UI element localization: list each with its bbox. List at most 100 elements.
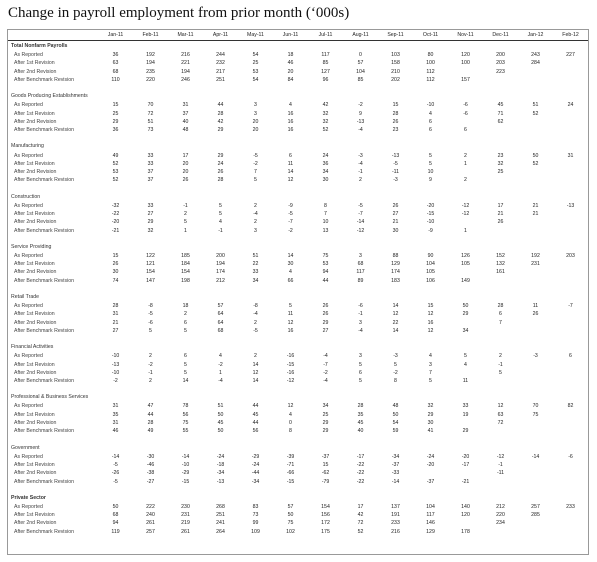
value-cell: 28 xyxy=(392,110,399,117)
value-cell: 243 xyxy=(531,52,540,59)
value-cell: 7 xyxy=(499,319,502,326)
value-cell: -14 xyxy=(111,453,120,460)
data-row: After Benchmark Revision 74 147 198 212 34 66 4… xyxy=(8,277,588,285)
value-cell: 9 xyxy=(429,177,432,184)
value-cell: 2 xyxy=(464,152,467,159)
value-cell: 154 xyxy=(321,503,330,510)
value-cell xyxy=(553,327,588,335)
spacer-row xyxy=(8,385,588,392)
column-header: Feb-12 xyxy=(553,30,588,41)
value-cell: 232 xyxy=(216,60,225,67)
value-cell: 70 xyxy=(532,403,539,410)
value-cell: 64 xyxy=(217,311,224,318)
value-cell: 284 xyxy=(531,60,540,67)
spacer-row xyxy=(8,134,588,141)
value-cell: 89 xyxy=(357,277,364,284)
value-cell: 14 xyxy=(252,378,259,385)
value-cell: -6 xyxy=(568,453,573,460)
value-cell: 132 xyxy=(496,261,505,268)
value-cell: 99 xyxy=(252,520,259,527)
spacer-row xyxy=(8,486,588,493)
value-cell: 203 xyxy=(496,60,505,67)
column-header: Jun-11 xyxy=(273,30,308,41)
data-row: As Reported 36 192 216 244 54 18 117 0 103 80 120 20… xyxy=(8,51,588,59)
value-cell xyxy=(413,469,448,477)
data-row: As Reported 15 70 31 44 3 4 42 -2 15 -10 -6 45 51 24 xyxy=(8,101,588,109)
value-cell: 251 xyxy=(216,77,225,84)
value-cell: -21 xyxy=(111,227,120,234)
value-cell: -2 xyxy=(113,378,118,385)
value-cell: 26 xyxy=(532,311,539,318)
value-cell xyxy=(553,76,588,84)
value-cell: 147 xyxy=(146,277,155,284)
value-cell: 28 xyxy=(112,303,119,310)
value-cell xyxy=(518,327,553,335)
value-cell: -15 xyxy=(426,211,435,217)
value-cell: -27 xyxy=(146,478,155,485)
value-cell: 94 xyxy=(322,269,329,276)
value-cell xyxy=(553,319,588,327)
value-cell: 42 xyxy=(322,102,329,109)
value-cell: -79 xyxy=(321,478,330,485)
value-cell: 52 xyxy=(322,127,329,134)
value-cell xyxy=(448,68,483,76)
value-cell: 11 xyxy=(287,311,294,318)
value-cell: 55 xyxy=(182,428,189,435)
value-cell: 219 xyxy=(181,520,190,527)
value-cell xyxy=(483,327,518,335)
value-cell: 129 xyxy=(391,261,400,268)
value-cell: 27 xyxy=(322,327,329,334)
value-cell: 1 xyxy=(464,227,467,234)
value-cell: 75 xyxy=(532,411,539,418)
value-cell xyxy=(518,176,553,184)
value-cell: 5 xyxy=(184,361,187,368)
value-cell: 15 xyxy=(322,461,329,468)
value-cell: 41 xyxy=(427,428,434,435)
page-title: Change in payroll employment from prior … xyxy=(8,5,350,21)
value-cell: 17 xyxy=(357,503,364,510)
value-cell: -37 xyxy=(391,461,400,468)
section-name: Retail Trade xyxy=(11,293,39,300)
value-cell: 4 xyxy=(289,102,292,109)
value-cell: -3 xyxy=(358,152,363,159)
value-cell: -1 xyxy=(183,202,188,209)
row-label: After 1st Revision xyxy=(14,211,55,217)
value-cell xyxy=(448,268,483,276)
value-cell: 12 xyxy=(287,319,294,326)
value-cell: 34 xyxy=(462,327,469,334)
value-cell xyxy=(553,277,588,285)
value-cell: 0 xyxy=(289,420,292,427)
section-name: Private Sector xyxy=(11,494,46,501)
value-cell xyxy=(448,319,483,327)
value-cell: 37 xyxy=(182,110,189,117)
value-cell: 4 xyxy=(219,353,222,360)
data-row: After Benchmark Revision 46 49 55 50 56 8 29 40 5… xyxy=(8,427,588,435)
value-cell: -37 xyxy=(426,478,435,485)
row-label: After 2nd Revision xyxy=(14,219,57,226)
value-cell: -3 xyxy=(393,177,398,184)
value-cell: 2 xyxy=(184,311,187,318)
value-cell: 53 xyxy=(112,169,119,176)
value-cell: 50 xyxy=(217,428,224,435)
data-row: After 2nd Revision -20 29 5 4 2 -7 10 -14 21 -10 26 xyxy=(8,218,588,226)
value-cell: -13 xyxy=(391,152,400,159)
value-cell: 5 xyxy=(254,177,257,184)
value-cell: 233 xyxy=(391,520,400,527)
value-cell: 6 xyxy=(184,319,187,326)
value-cell: 53 xyxy=(252,68,259,75)
value-cell: 44 xyxy=(252,403,259,410)
value-cell: 240 xyxy=(146,512,155,519)
value-cell: 29 xyxy=(112,118,119,125)
value-cell: 109 xyxy=(251,528,260,535)
value-cell: 156 xyxy=(321,512,330,519)
row-label: As Reported xyxy=(14,453,43,460)
data-row: After 2nd Revision 21 -6 6 64 2 12 29 3 22 16 7 xyxy=(8,319,588,327)
value-cell: -1 xyxy=(498,461,503,468)
value-cell: -22 xyxy=(356,461,365,468)
value-cell: 21 xyxy=(532,211,539,217)
data-row: After 2nd Revision -26 -38 -29 -34 -44 -66 -62 -… xyxy=(8,469,588,477)
section-row: Construction xyxy=(8,192,588,202)
value-cell: -7 xyxy=(323,361,328,368)
value-cell xyxy=(448,469,483,477)
value-cell: 5 xyxy=(184,369,187,376)
